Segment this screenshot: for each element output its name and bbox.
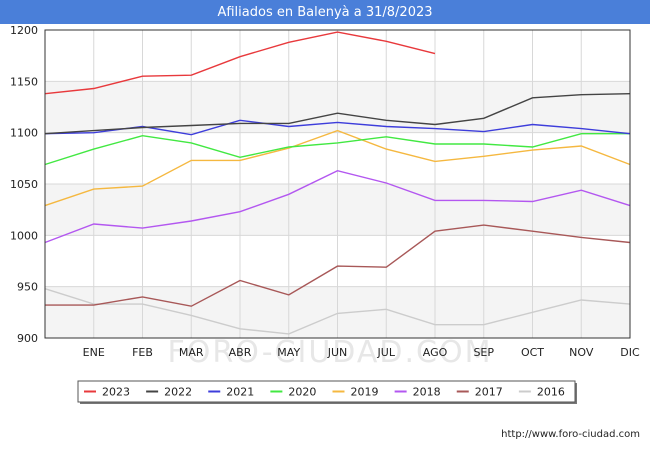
series-line-2021: [44, 119, 631, 136]
plot-area-border: [44, 29, 631, 339]
source-credit[interactable]: http://www.foro-ciudad.com: [501, 429, 640, 440]
legend-label-2017: 2017: [475, 386, 503, 399]
y-tick-label: 900: [17, 332, 38, 345]
legend-label-2016: 2016: [537, 386, 565, 399]
x-tick-label: ENE: [83, 346, 105, 359]
chart-title: Afiliados en Balenyà a 31/8/2023: [0, 0, 650, 24]
x-tick-label: MAY: [277, 346, 300, 359]
x-tick-label: JUL: [377, 346, 396, 359]
x-tick-label: FEB: [132, 346, 153, 359]
legend-label-2021: 2021: [226, 386, 254, 399]
watermark: FORO-CIUDAD.COM: [168, 335, 493, 370]
legend-label-2019: 2019: [351, 386, 379, 399]
chart-series: [44, 31, 631, 335]
series-line-2020: [44, 132, 630, 166]
x-tick-label: MAR: [179, 346, 204, 359]
y-tick-label: 1050: [10, 178, 38, 191]
series-line-2018: [44, 169, 631, 244]
series-line-2016: [44, 288, 631, 335]
series-line-2022: [44, 93, 631, 135]
legend-label-2018: 2018: [413, 386, 441, 399]
x-tick-label: JUN: [327, 346, 348, 359]
x-tick-label: OCT: [521, 346, 544, 359]
y-tick-label: 1150: [10, 75, 38, 88]
x-tick-label: DIC: [620, 346, 640, 359]
x-axis-ticks: ENE FEB MAR ABR MAY JUN JUL AGO SEP OCT NOV DIC: [83, 346, 640, 359]
legend: 2023 2022 2021 2020 2019 2018 2017 2016: [77, 380, 577, 404]
legend-box: [77, 380, 576, 403]
y-tick-label: 1200: [10, 24, 38, 37]
x-tick-label: ABR: [229, 346, 252, 359]
legend-label-2020: 2020: [288, 386, 316, 399]
x-tick-label: NOV: [569, 346, 594, 359]
x-tick-label: AGO: [423, 346, 448, 359]
legend-label-2022: 2022: [164, 386, 192, 399]
y-tick-label: 1100: [10, 127, 38, 140]
y-tick-label: 1000: [10, 229, 38, 242]
series-line-2023: [44, 31, 436, 95]
series-line-2019: [44, 129, 631, 207]
y-tick-label: 950: [17, 281, 38, 294]
x-tick-label: SEP: [473, 346, 494, 359]
y-axis-ticks: 900 950 1000 1050 1100 1150 1200: [10, 24, 38, 345]
legend-label-2023: 2023: [102, 386, 130, 399]
series-line-2017: [45, 224, 631, 307]
